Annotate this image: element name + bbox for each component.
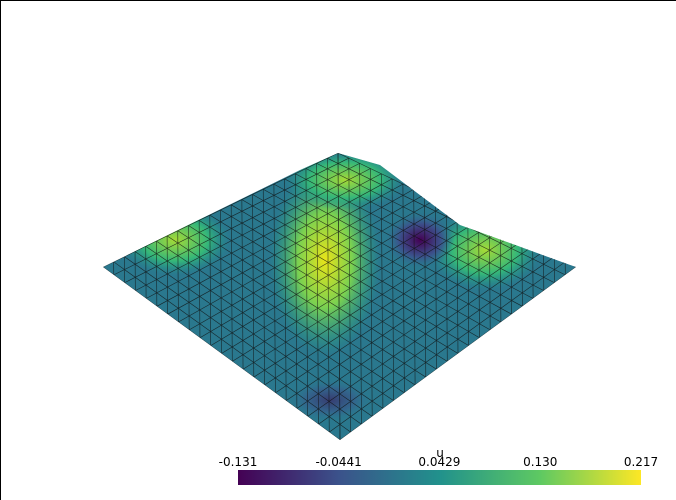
mesh-line bbox=[231, 204, 469, 346]
mesh-line bbox=[242, 220, 479, 370]
mesh-line bbox=[445, 204, 448, 362]
mesh-line bbox=[467, 215, 470, 346]
mesh-line bbox=[253, 225, 490, 378]
dip bbox=[385, 212, 455, 268]
mesh-line bbox=[329, 261, 566, 433]
mesh-line bbox=[305, 168, 308, 417]
mesh-line bbox=[359, 163, 362, 425]
mesh-line bbox=[510, 235, 512, 315]
mesh-line bbox=[209, 215, 212, 346]
mesh-line bbox=[285, 240, 523, 401]
mesh-line bbox=[489, 225, 491, 330]
mesh-line bbox=[337, 153, 341, 440]
hill bbox=[285, 153, 405, 210]
colorbar-title: u bbox=[436, 446, 444, 460]
mesh-line bbox=[305, 168, 544, 291]
mesh bbox=[103, 153, 576, 440]
colorbar-tick-label: -0.131 bbox=[219, 455, 258, 469]
mesh-line bbox=[327, 157, 566, 276]
mesh-line bbox=[327, 158, 330, 433]
mesh-line bbox=[307, 251, 544, 417]
mesh-line bbox=[424, 194, 427, 378]
mesh-line bbox=[294, 173, 298, 409]
colorbar-tick-label: -0.0441 bbox=[315, 455, 361, 469]
mesh-line bbox=[316, 163, 555, 283]
mesh-line bbox=[262, 189, 265, 385]
dip bbox=[290, 380, 370, 420]
mesh-line bbox=[177, 230, 179, 323]
mesh-line bbox=[284, 178, 287, 401]
mesh-line bbox=[284, 178, 523, 307]
mesh-line bbox=[263, 189, 502, 323]
mesh-line bbox=[252, 194, 491, 331]
mesh-line bbox=[166, 235, 168, 315]
mesh-line bbox=[275, 235, 512, 394]
mesh-line bbox=[230, 204, 233, 362]
mesh-line bbox=[391, 178, 394, 401]
mesh-line bbox=[241, 199, 244, 370]
mesh-line bbox=[188, 225, 190, 330]
mesh-line bbox=[316, 163, 319, 425]
mesh-line bbox=[478, 220, 480, 338]
hill bbox=[120, 205, 230, 275]
mesh-line bbox=[295, 173, 534, 299]
colorbar-tick-label: 0.217 bbox=[624, 455, 658, 469]
mesh-line bbox=[273, 183, 512, 315]
mesh-line bbox=[198, 220, 201, 338]
mesh-line bbox=[232, 214, 468, 362]
mesh-line bbox=[318, 256, 555, 425]
mesh-line bbox=[380, 173, 384, 409]
colorbar bbox=[238, 470, 641, 485]
mesh-line bbox=[499, 230, 502, 323]
surface bbox=[103, 153, 576, 440]
mesh-line bbox=[264, 230, 501, 386]
colorbar-tick-label: 0.130 bbox=[523, 455, 557, 469]
mesh-line bbox=[370, 168, 373, 417]
mesh-line bbox=[273, 184, 276, 393]
mesh-line bbox=[296, 246, 533, 409]
mesh-line bbox=[435, 199, 437, 370]
colorbar-tick-label: 0.0429 bbox=[418, 455, 460, 469]
mesh-line bbox=[252, 194, 255, 378]
mesh-line bbox=[220, 209, 222, 354]
mesh-line bbox=[241, 199, 480, 339]
mesh-line bbox=[221, 209, 458, 354]
